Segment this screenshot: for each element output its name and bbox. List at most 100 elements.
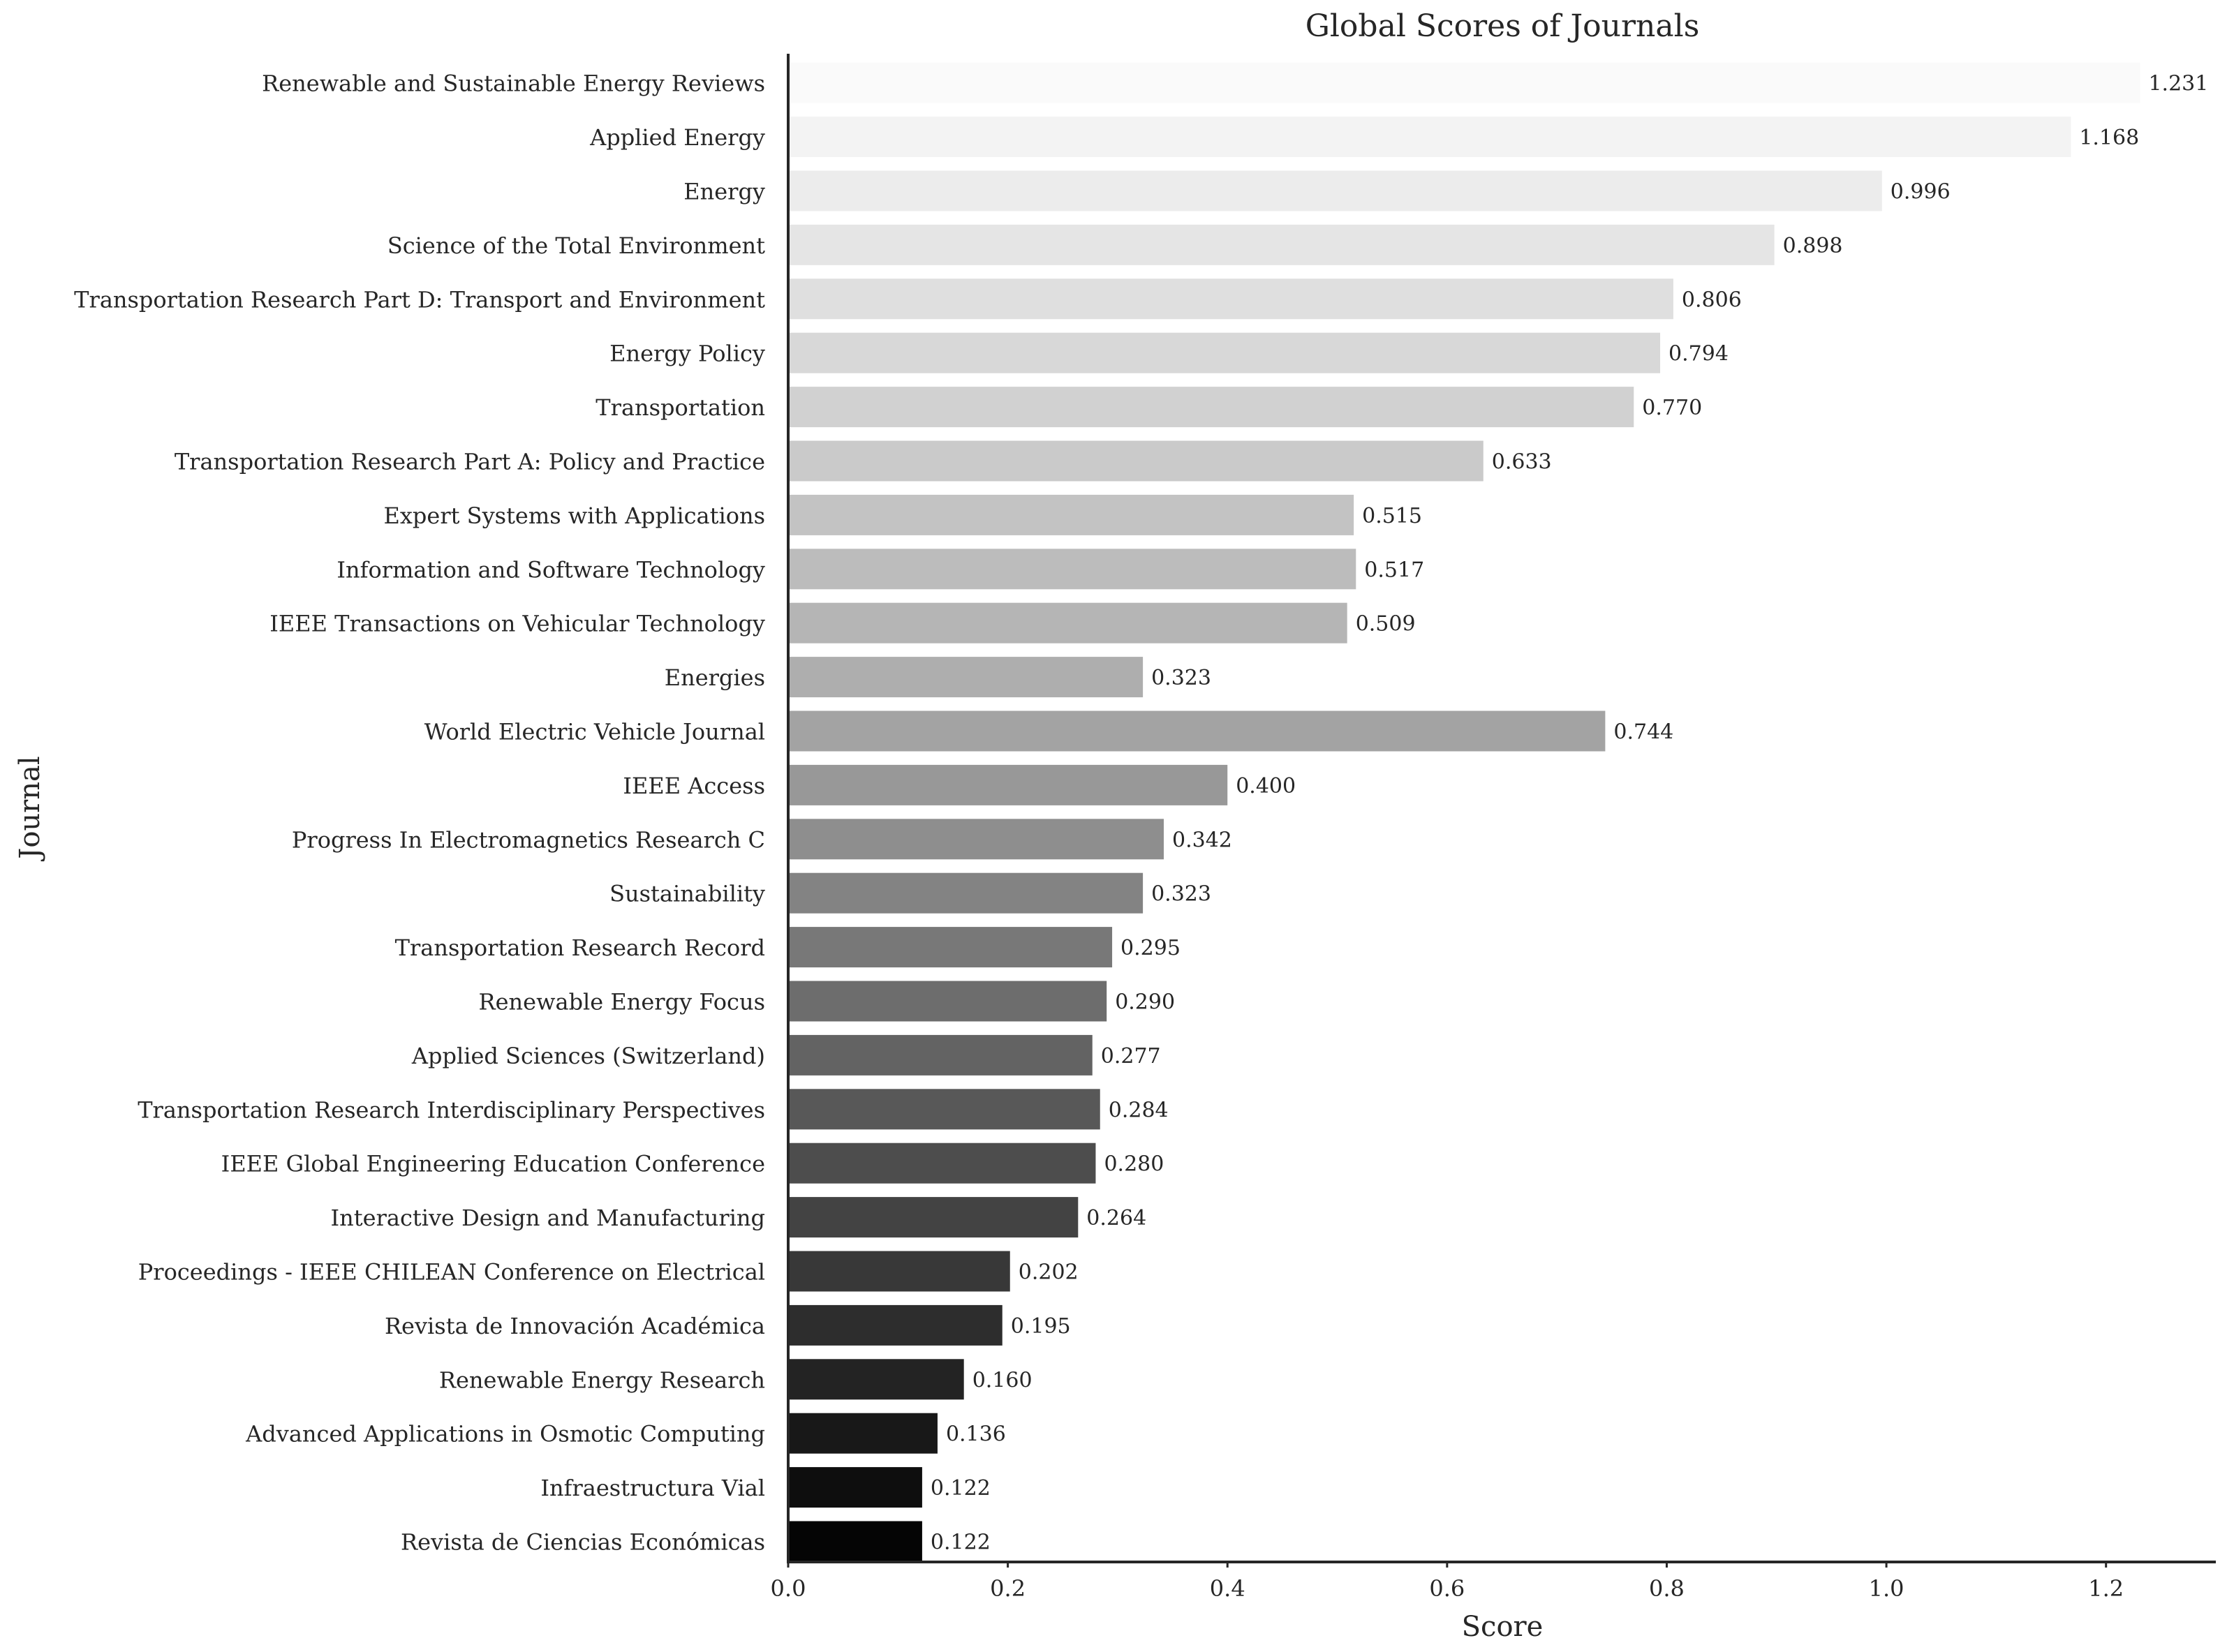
bar-value-label: 0.509 xyxy=(1356,612,1416,637)
bar-value-label: 0.295 xyxy=(1120,936,1181,960)
category-tick-label: Energy Policy xyxy=(609,341,765,367)
bar-value-label: 0.515 xyxy=(1362,504,1422,528)
bar xyxy=(788,494,1354,535)
category-tick-label: Expert Systems with Applications xyxy=(383,503,765,529)
bar-value-label: 1.168 xyxy=(2079,126,2139,150)
bar xyxy=(788,440,1484,482)
x-axis-label: Score xyxy=(1462,1611,1544,1643)
category-tick-label: Renewable Energy Research xyxy=(439,1367,765,1393)
category-tick-label: Interactive Design and Manufacturing xyxy=(331,1205,765,1231)
y-axis-label: Journal xyxy=(14,756,46,861)
bar-value-label: 0.122 xyxy=(931,1531,991,1555)
bar xyxy=(788,170,1882,211)
category-tick-label: Revista de Innovación Académica xyxy=(385,1313,765,1339)
bar-value-label: 0.136 xyxy=(946,1422,1006,1447)
x-tick-label: 0.4 xyxy=(1210,1575,1245,1602)
value-labels-layer: 1.231 1.168 0.996 0.898 0.806 0.794 0.770 0.633… xyxy=(931,72,2208,1555)
bar xyxy=(788,710,1606,752)
bar xyxy=(788,1251,1010,1292)
bar-value-label: 0.264 xyxy=(1086,1206,1146,1230)
bar xyxy=(788,1089,1100,1130)
bar-value-label: 0.342 xyxy=(1172,828,1232,852)
bar xyxy=(788,332,1661,373)
category-tick-label: Advanced Applications in Osmotic Computi… xyxy=(245,1421,765,1448)
bar xyxy=(788,224,1775,265)
bar xyxy=(788,1467,922,1508)
bar xyxy=(788,1034,1093,1076)
bar-value-label: 0.323 xyxy=(1151,666,1211,690)
x-tick-label: 0.8 xyxy=(1649,1575,1685,1602)
bar xyxy=(788,549,1356,590)
category-tick-label: World Electric Vehicle Journal xyxy=(424,719,765,745)
category-tick-label: Transportation Research Part A: Policy a… xyxy=(175,449,765,475)
bar-value-label: 0.806 xyxy=(1682,288,1742,312)
category-tick-label: Transportation xyxy=(595,394,765,421)
bar-value-label: 0.517 xyxy=(1364,558,1424,582)
x-tick-label: 1.2 xyxy=(2088,1575,2124,1602)
category-tick-label: IEEE Access xyxy=(623,773,765,799)
bar xyxy=(788,117,2071,158)
bar xyxy=(788,819,1164,860)
bar-value-label: 0.202 xyxy=(1019,1260,1079,1285)
bar-value-label: 0.284 xyxy=(1109,1098,1169,1122)
x-tick-label: 0.6 xyxy=(1429,1575,1465,1602)
category-tick-label: Revista de Ciencias Económicas xyxy=(401,1529,765,1556)
x-ticks-layer: 0.0 0.2 0.4 0.6 0.8 1.0 1.2 xyxy=(771,1562,2124,1602)
bar-value-label: 1.231 xyxy=(2148,72,2208,96)
category-tick-label: Infraestructura Vial xyxy=(540,1475,765,1501)
bar xyxy=(788,872,1144,914)
chart-title: Global Scores of Journals xyxy=(1305,8,1700,44)
x-tick-label: 1.0 xyxy=(1869,1575,1904,1602)
bar-value-label: 0.744 xyxy=(1613,720,1673,745)
bar-value-label: 0.195 xyxy=(1011,1314,1071,1339)
category-tick-label: Sustainability xyxy=(609,881,765,907)
bar-value-label: 0.290 xyxy=(1115,990,1175,1015)
category-labels-layer: Renewable and Sustainable Energy Reviews… xyxy=(74,70,765,1556)
category-tick-label: Applied Sciences (Switzerland) xyxy=(411,1043,765,1069)
category-tick-label: Energy xyxy=(683,179,765,205)
bar-value-label: 0.400 xyxy=(1236,774,1296,798)
category-tick-label: Science of the Total Environment xyxy=(387,232,765,259)
bars-layer xyxy=(788,62,2140,1562)
category-tick-label: Information and Software Technology xyxy=(336,556,765,583)
category-tick-label: IEEE Transactions on Vehicular Technolog… xyxy=(269,611,765,637)
category-tick-label: Transportation Research Part D: Transpor… xyxy=(74,286,765,313)
bar xyxy=(788,927,1113,968)
bar-value-label: 0.898 xyxy=(1783,234,1843,258)
bar-value-label: 0.277 xyxy=(1101,1044,1161,1069)
bar-value-label: 0.770 xyxy=(1642,396,1702,420)
bar xyxy=(788,1197,1079,1238)
bar xyxy=(788,62,2140,103)
bar-value-label: 0.794 xyxy=(1669,342,1729,366)
bar xyxy=(788,602,1347,643)
category-tick-label: Proceedings - IEEE CHILEAN Conference on… xyxy=(138,1259,765,1286)
x-tick-label: 0.2 xyxy=(990,1575,1026,1602)
category-tick-label: Applied Energy xyxy=(589,124,765,151)
category-tick-label: IEEE Global Engineering Education Confer… xyxy=(221,1151,765,1177)
bar-value-label: 0.323 xyxy=(1151,882,1211,907)
bar xyxy=(788,657,1144,698)
bar-value-label: 0.160 xyxy=(972,1368,1033,1392)
category-tick-label: Renewable and Sustainable Energy Reviews xyxy=(262,70,765,97)
category-tick-label: Energies xyxy=(665,664,765,691)
bar xyxy=(788,1304,1002,1346)
bar-value-label: 0.633 xyxy=(1492,450,1552,475)
bar xyxy=(788,1413,938,1454)
bar-value-label: 0.280 xyxy=(1104,1152,1164,1177)
x-tick-label: 0.0 xyxy=(771,1575,806,1602)
category-tick-label: Transportation Research Interdisciplinar… xyxy=(138,1096,765,1123)
bar xyxy=(788,278,1673,320)
bar xyxy=(788,387,1634,428)
bar xyxy=(788,764,1228,805)
bar xyxy=(788,1143,1096,1184)
category-tick-label: Progress In Electromagnetics Research C xyxy=(292,826,765,853)
bar-value-label: 0.996 xyxy=(1891,180,1951,204)
bar xyxy=(788,1521,922,1562)
bar-value-label: 0.122 xyxy=(931,1476,991,1501)
category-tick-label: Transportation Research Record xyxy=(395,935,765,961)
bar xyxy=(788,1359,964,1400)
bar xyxy=(788,981,1107,1022)
category-tick-label: Renewable Energy Focus xyxy=(479,989,765,1015)
